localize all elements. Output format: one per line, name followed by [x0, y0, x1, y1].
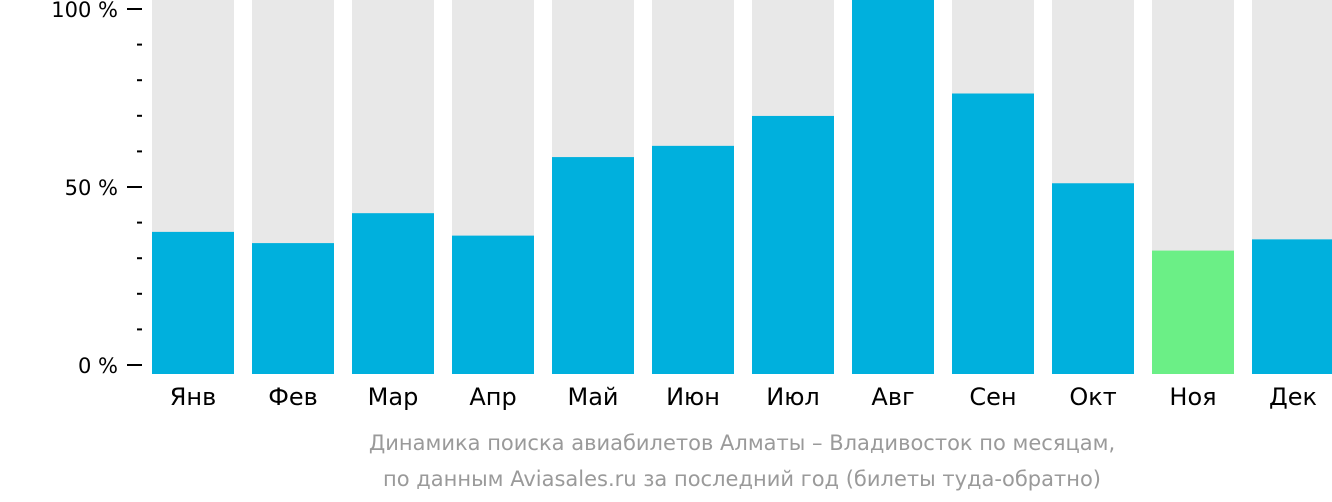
x-tick-label: Фев [268, 383, 318, 411]
y-tick-label: 0 % [78, 354, 118, 378]
x-tick-label: Авг [871, 383, 914, 411]
x-tick-label: Окт [1069, 383, 1116, 411]
bar-Сен [952, 93, 1034, 374]
x-tick-label: Мар [368, 383, 419, 411]
x-tick-label: Янв [170, 383, 217, 411]
chart-caption-line-2: по данным Aviasales.ru за последний год … [383, 467, 1101, 491]
bar-Ноя [1152, 250, 1234, 374]
bar-Апр [452, 235, 534, 374]
bar-Май [552, 157, 634, 374]
y-tick-label: 100 % [51, 0, 118, 22]
chart-caption-line-1: Динамика поиска авиабилетов Алматы – Вла… [368, 431, 1116, 455]
x-tick-label: Июл [766, 383, 820, 411]
bar-Мар [352, 213, 434, 374]
bar-Фев [252, 243, 334, 374]
bar-Июн [652, 145, 734, 374]
bar-Окт [1052, 183, 1134, 374]
x-tick-label: Июн [666, 383, 720, 411]
y-tick-label: 50 % [65, 176, 118, 200]
x-tick-label: Ноя [1169, 383, 1216, 411]
bar-Дек [1252, 239, 1332, 374]
x-tick-label: Дек [1269, 383, 1317, 411]
bar-Авг [852, 0, 934, 374]
x-tick-label: Апр [469, 383, 516, 411]
x-tick-label: Сен [969, 383, 1016, 411]
bar-Июл [752, 115, 834, 374]
x-axis-labels: Янв Фев Мар Апр Май Июн Июл Авг Сен Окт Ноя Дек [170, 383, 1317, 411]
bar-Янв [152, 231, 234, 374]
y-axis: 100 % 50 % 0 % [51, 0, 142, 378]
x-tick-label: Май [567, 383, 618, 411]
bars [152, 0, 1332, 374]
